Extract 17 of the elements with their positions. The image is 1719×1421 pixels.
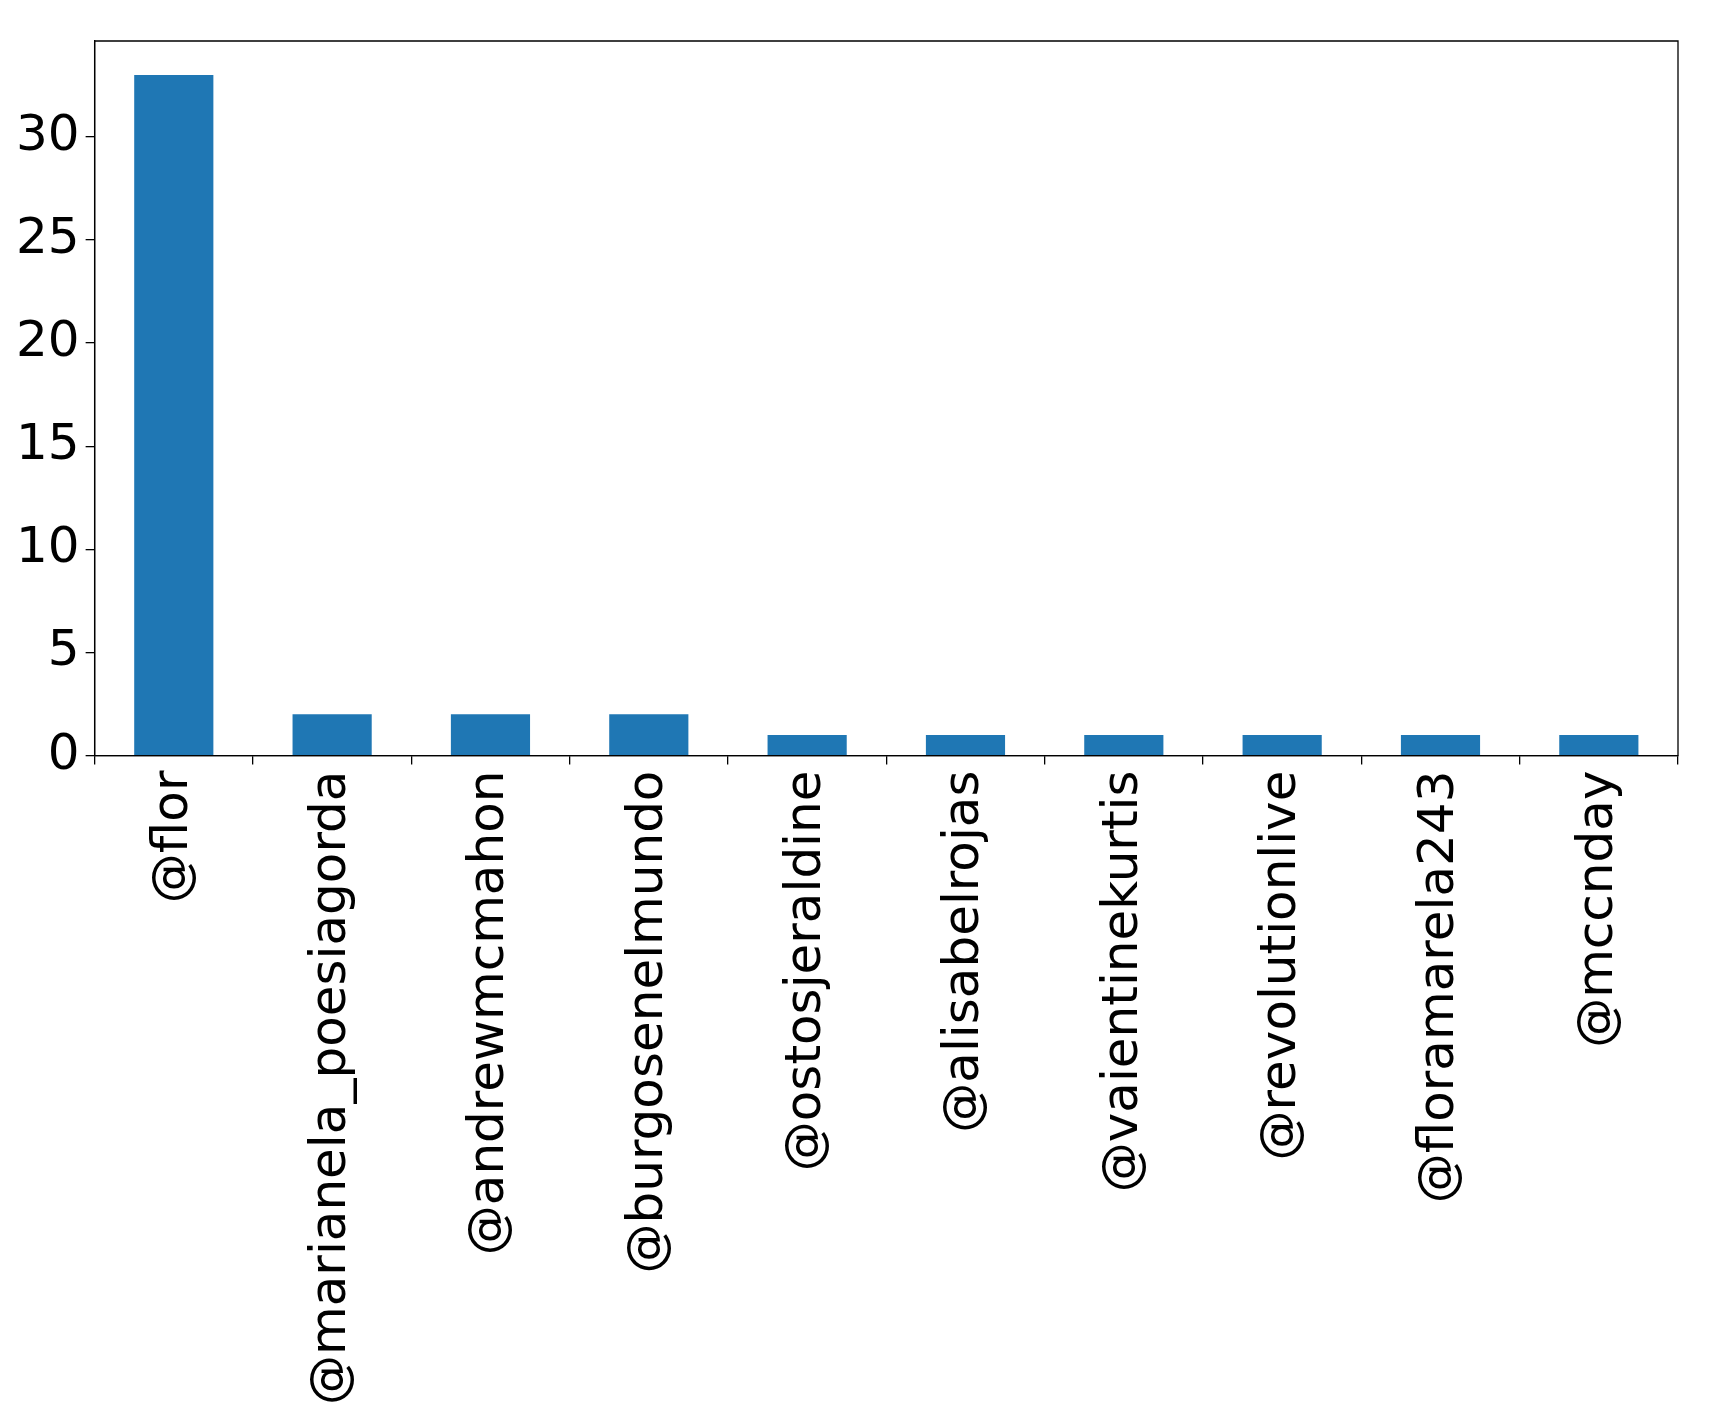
- x-tick-label: @mccnday: [1565, 770, 1624, 1048]
- y-tick-label: 30: [16, 103, 80, 162]
- x-tick-label: @ostosjeraldine: [774, 770, 833, 1172]
- x-tick-label: @burgosenelmundo: [615, 770, 674, 1274]
- x-tick-label: @floramarela243: [1407, 770, 1466, 1204]
- y-tick-label: 25: [16, 206, 80, 265]
- y-tick-label: 5: [47, 619, 80, 678]
- x-tick-label: @flor: [140, 770, 199, 904]
- x-tick-label: @vaientinekurtis: [1090, 770, 1149, 1193]
- x-tick-label: @andrewmcmahon: [457, 770, 516, 1256]
- x-tick-label: @alisabelrojas: [932, 770, 991, 1133]
- y-tick-label: 20: [16, 310, 80, 369]
- y-tick-label: 0: [47, 722, 80, 781]
- x-tick-label: @marianela_poesiagorda: [299, 770, 358, 1406]
- x-tick-label: @revolutionlive: [1249, 770, 1308, 1161]
- y-tick-label: 15: [16, 413, 80, 472]
- y-tick-label: 10: [16, 516, 80, 575]
